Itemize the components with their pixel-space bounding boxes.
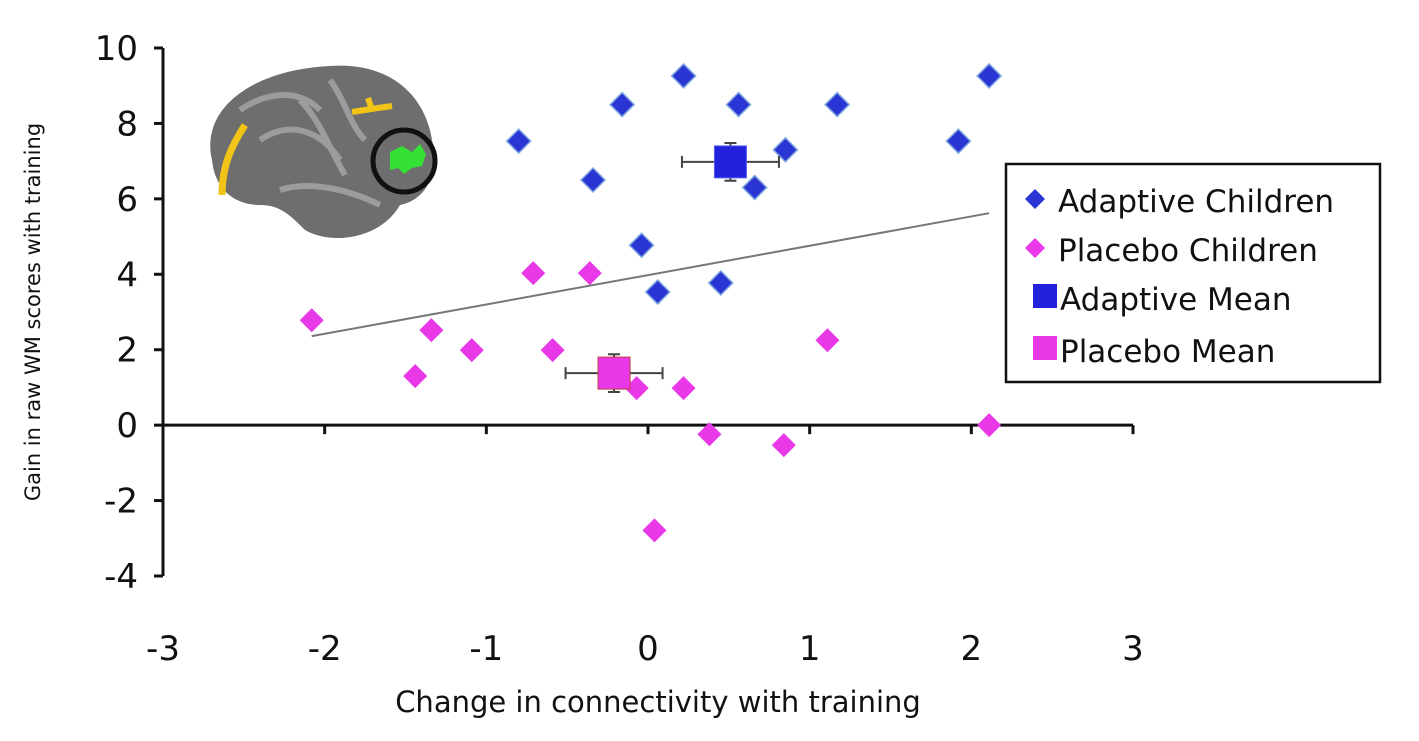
y-tick-label: 4 bbox=[116, 255, 138, 295]
trend-line bbox=[311, 212, 990, 338]
adaptive-children-point bbox=[824, 91, 851, 118]
legend-adaptive-mean: Adaptive Mean bbox=[1060, 282, 1292, 318]
adaptive-children-point bbox=[945, 128, 972, 155]
x-tick-label: 2 bbox=[961, 629, 983, 669]
placebo-children-point bbox=[642, 518, 667, 543]
y-tick-label: 2 bbox=[116, 331, 138, 371]
x-tick-label: -3 bbox=[146, 629, 180, 669]
placebo-children-point bbox=[697, 422, 722, 447]
legend: Adaptive Children Placebo Children Adapt… bbox=[1004, 162, 1382, 384]
y-tick-label: 10 bbox=[95, 29, 138, 69]
adaptive-children-point bbox=[725, 91, 752, 118]
placebo-children-point bbox=[815, 328, 840, 353]
legend-adaptive-children-marker bbox=[1025, 189, 1045, 209]
placebo-children-point bbox=[521, 261, 546, 286]
brain-image bbox=[210, 65, 438, 238]
x-tick-label: -2 bbox=[308, 629, 342, 669]
y-tick-label: -2 bbox=[104, 482, 138, 522]
adaptive-children-point bbox=[644, 278, 671, 306]
placebo-children-point bbox=[540, 338, 565, 363]
x-tick-label: -1 bbox=[469, 629, 503, 669]
roi-circle bbox=[370, 127, 438, 195]
adaptive-children-point bbox=[741, 174, 768, 201]
placebo-children-point bbox=[577, 261, 602, 286]
x-tick-label: 3 bbox=[1122, 629, 1144, 669]
y-tick-label: 6 bbox=[116, 180, 138, 220]
placebo-children-point bbox=[771, 433, 796, 458]
adaptive-mean-marker bbox=[713, 145, 747, 179]
x-tick-label: 1 bbox=[799, 629, 821, 669]
y-tick-label: 8 bbox=[116, 104, 138, 144]
legend-adaptive-children: Adaptive Children bbox=[1058, 184, 1334, 220]
adaptive-children-point bbox=[772, 136, 799, 163]
placebo-mean-marker bbox=[597, 356, 631, 390]
legend-adaptive-mean-marker bbox=[1033, 284, 1057, 308]
placebo-children-point bbox=[624, 376, 649, 401]
placebo-children-point bbox=[977, 413, 1002, 438]
adaptive-children-point bbox=[976, 62, 1003, 89]
legend-placebo-children: Placebo Children bbox=[1058, 233, 1318, 269]
adaptive-children-point bbox=[609, 91, 636, 118]
placebo-children-point bbox=[419, 318, 444, 343]
placebo-children-point bbox=[299, 308, 324, 333]
legend-placebo-children-marker bbox=[1025, 238, 1045, 258]
y-tick-label: 0 bbox=[116, 406, 138, 446]
adaptive-children-point bbox=[628, 232, 655, 259]
x-axis-label: Change in connectivity with training bbox=[395, 685, 921, 719]
legend-placebo-mean: Placebo Mean bbox=[1060, 334, 1275, 370]
legend-placebo-mean-marker bbox=[1033, 336, 1057, 360]
x-tick-label: 0 bbox=[637, 629, 659, 669]
placebo-children-point bbox=[671, 376, 696, 401]
placebo-children-point bbox=[459, 338, 484, 363]
y-tick-label: -4 bbox=[104, 557, 138, 597]
adaptive-children-point bbox=[707, 269, 734, 297]
adaptive-children-point bbox=[579, 166, 607, 194]
placebo-children-point bbox=[403, 364, 428, 389]
y-axis-label: Gain in raw WM scores with training bbox=[21, 123, 45, 501]
adaptive-children-point bbox=[670, 62, 697, 89]
adaptive-children-point bbox=[505, 128, 532, 155]
